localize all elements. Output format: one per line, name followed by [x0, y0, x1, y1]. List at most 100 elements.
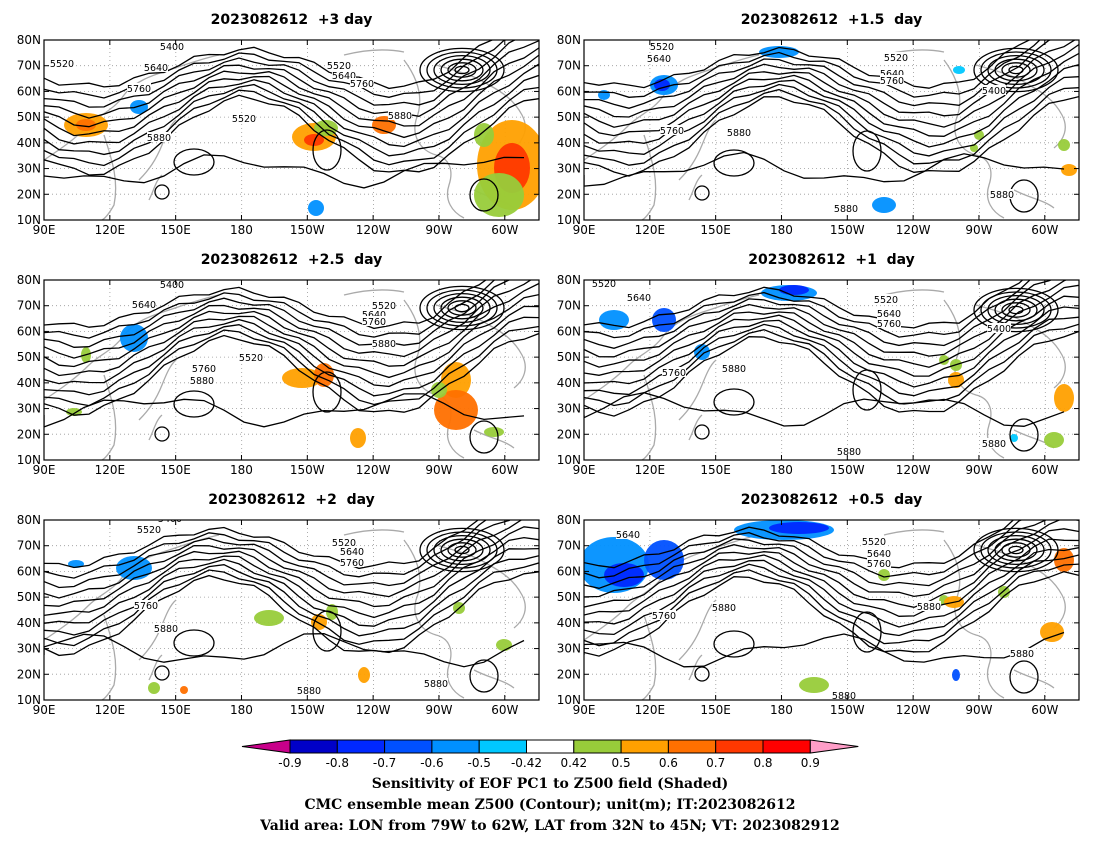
contour-label: 5880: [388, 111, 412, 122]
coastline: [44, 54, 220, 161]
sensitivity-shade: [1044, 432, 1064, 448]
lat-label: 70N: [557, 299, 581, 313]
lat-label: 20N: [17, 187, 41, 201]
colorbar-swatch: [289, 739, 338, 754]
z500-high-contour: [713, 630, 755, 658]
lat-label: 70N: [557, 59, 581, 73]
contour-label: 5760: [340, 558, 364, 569]
sensitivity-shade: [799, 677, 829, 693]
lat-label: 40N: [17, 616, 41, 630]
lat-label: 30N: [557, 402, 581, 416]
lon-label: 90E: [573, 223, 596, 237]
colorbar-swatch: [573, 739, 622, 754]
sensitivity-shade: [496, 639, 512, 651]
colorbar-swatch: [478, 739, 528, 754]
lon-label: 90E: [573, 703, 596, 717]
z500-contour: [584, 528, 1079, 608]
lon-label: 90E: [573, 463, 596, 477]
z500-contour: [584, 95, 1079, 177]
sensitivity-shade: [484, 427, 504, 437]
lon-label: 180: [230, 463, 253, 477]
caption-line-3: Valid area: LON from 79W to 62W, LAT fro…: [260, 818, 840, 834]
z500-high-contour: [852, 130, 882, 172]
z500-contour: [584, 554, 1079, 637]
contour-label: 5520: [884, 53, 908, 64]
z500-contour: [584, 323, 1079, 407]
coastline: [101, 614, 117, 700]
lon-label: 120E: [635, 703, 666, 717]
colorbar-tick-label: 0.9: [801, 756, 820, 770]
sensitivity-shade: [474, 173, 524, 217]
caption-line-2: CMC ensemble mean Z500 (Contour); unit(m…: [304, 797, 796, 813]
colorbar-swatch: [667, 739, 717, 754]
sensitivity-shade: [769, 522, 829, 534]
lon-label: 90E: [33, 463, 56, 477]
lon-label: 120W: [356, 463, 391, 477]
z500-contour: [44, 86, 539, 167]
coastline: [688, 414, 703, 441]
lon-label: 60W: [1031, 703, 1058, 717]
lat-label: 50N: [17, 350, 41, 364]
lat-label: 80N: [557, 513, 581, 527]
panel-frame: [43, 519, 540, 701]
contour-label: 5760: [134, 601, 158, 612]
z500-low-contour: [419, 527, 505, 573]
contour-label: 5880: [837, 447, 861, 458]
z500-low-contour: [973, 287, 1059, 333]
panel-title: 2023082612 +1.5 day: [741, 12, 923, 28]
lat-label: 30N: [17, 402, 41, 416]
colorbar-left-arrow: [241, 739, 291, 754]
lon-label: 150E: [160, 703, 191, 717]
lat-label: 60N: [557, 564, 581, 578]
sensitivity-shade: [308, 200, 324, 216]
lon-label: 180: [770, 703, 793, 717]
contour-label: 5520: [874, 295, 898, 306]
z500-contour: [44, 520, 480, 570]
z500-contour: [584, 520, 1023, 579]
z500-contour: [44, 316, 539, 397]
sensitivity-shade: [998, 586, 1010, 598]
z500-contour: [44, 547, 539, 627]
coastline: [148, 414, 163, 441]
z500-low-contour: [447, 62, 477, 78]
contour-label: 5880: [297, 686, 321, 697]
coastline: [435, 304, 526, 389]
lon-label: 120W: [896, 223, 931, 237]
sensitivity-shade: [872, 197, 896, 213]
coastline: [943, 59, 1005, 219]
lat-label: 80N: [17, 33, 41, 47]
contour-label: 5760: [127, 84, 151, 95]
contour-label: 5640: [332, 71, 356, 82]
contour-label: 5640: [647, 54, 671, 65]
z500-high-contour: [1009, 660, 1039, 694]
z500-high-contour: [173, 148, 215, 176]
z500-low-contour: [426, 289, 498, 327]
z500-contour: [44, 74, 539, 157]
panel-title: 2023082612 +2.5 day: [201, 252, 383, 268]
lon-label: 150E: [160, 223, 191, 237]
lat-label: 50N: [557, 590, 581, 604]
z500-low-contour: [980, 531, 1052, 569]
colorbar-tick-label: 0.6: [659, 756, 678, 770]
lon-label: 60W: [491, 463, 518, 477]
z500-contour: [584, 87, 1079, 166]
panel-title: 2023082612 +1 day: [748, 252, 915, 268]
colorbar-tick-label: 0.42: [560, 756, 587, 770]
lat-label: 80N: [557, 33, 581, 47]
lon-label: 120E: [95, 463, 126, 477]
lat-label: 10N: [557, 213, 581, 227]
z500-low-contour: [1008, 305, 1024, 315]
sensitivity-shade: [878, 569, 890, 581]
panel-frame: [583, 39, 1080, 221]
lat-label: 50N: [17, 110, 41, 124]
lon-label: 120E: [635, 463, 666, 477]
sensitivity-shade: [180, 686, 188, 694]
lat-label: 70N: [557, 539, 581, 553]
lon-label: 90W: [965, 463, 992, 477]
z500-low-contour: [433, 54, 491, 86]
z500-low-contour: [419, 285, 505, 331]
z500-contour: [44, 40, 517, 108]
contour-label: 5640: [627, 293, 651, 304]
z500-high-contour: [312, 129, 342, 171]
colorbar-tick-label: -0.9: [278, 756, 301, 770]
